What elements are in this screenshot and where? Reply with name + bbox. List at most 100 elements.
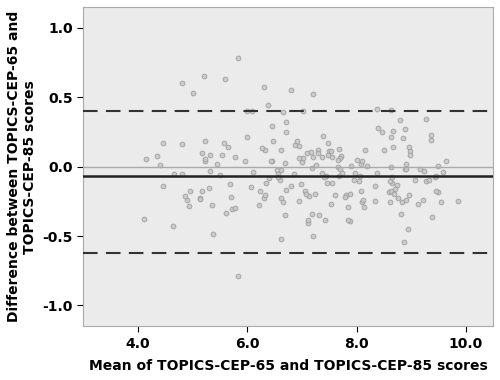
Point — [346, 191, 354, 197]
Point — [416, 166, 424, 172]
Point — [248, 108, 256, 114]
Point — [321, 217, 329, 223]
Point — [156, 162, 164, 168]
Point — [308, 165, 316, 171]
Point — [396, 117, 404, 123]
Point — [353, 157, 361, 163]
Point — [318, 170, 326, 176]
Point — [312, 162, 320, 168]
Point — [362, 163, 370, 169]
Point — [277, 147, 285, 153]
Point — [228, 206, 236, 212]
Point — [230, 154, 238, 160]
Point — [281, 212, 289, 218]
Point — [373, 170, 381, 176]
Point — [178, 141, 186, 147]
Point — [422, 178, 430, 184]
Point — [387, 188, 395, 194]
Point — [432, 188, 440, 194]
Point — [380, 147, 388, 153]
Point — [434, 163, 442, 169]
Point — [224, 144, 232, 150]
Point — [391, 185, 399, 192]
Point — [340, 194, 348, 200]
Point — [247, 184, 255, 190]
Point — [428, 137, 436, 143]
Point — [159, 140, 167, 146]
Point — [290, 142, 298, 148]
Point — [388, 174, 396, 180]
Point — [397, 211, 405, 217]
X-axis label: Mean of TOPICS-CEP-65 and TOPICS-CEP-85 scores: Mean of TOPICS-CEP-65 and TOPICS-CEP-85 … — [89, 359, 487, 373]
Point — [402, 126, 409, 132]
Point — [282, 119, 290, 125]
Point — [218, 152, 226, 158]
Point — [371, 198, 379, 204]
Point — [324, 139, 332, 146]
Point — [196, 196, 204, 202]
Point — [390, 128, 398, 134]
Point — [222, 210, 230, 216]
Point — [428, 214, 436, 220]
Point — [282, 129, 290, 135]
Point — [454, 198, 462, 204]
Point — [434, 190, 442, 196]
Point — [154, 153, 162, 159]
Point — [278, 195, 285, 201]
Point — [308, 211, 316, 217]
Point — [279, 199, 287, 205]
Point — [418, 196, 426, 203]
Point — [386, 164, 394, 170]
Point — [405, 192, 413, 198]
Point — [306, 193, 314, 200]
Point — [387, 134, 395, 140]
Point — [328, 154, 336, 160]
Point — [360, 204, 368, 210]
Point — [299, 155, 307, 161]
Point — [232, 205, 239, 211]
Point — [336, 155, 344, 162]
Point — [322, 173, 330, 179]
Point — [389, 144, 397, 150]
Point — [344, 204, 352, 210]
Point — [358, 161, 366, 167]
Point — [267, 158, 275, 164]
Point — [234, 55, 242, 61]
Point — [280, 109, 287, 115]
Point — [297, 181, 305, 187]
Y-axis label: Difference between TOPICS-CEP-65 and
TOPICS-CEP-85 scores: Difference between TOPICS-CEP-65 and TOP… — [7, 11, 37, 322]
Point — [261, 147, 269, 153]
Point — [208, 202, 216, 208]
Point — [274, 171, 281, 177]
Point — [182, 193, 190, 200]
Point — [314, 147, 322, 153]
Point — [374, 125, 382, 131]
Point — [295, 143, 303, 149]
Point — [243, 108, 251, 114]
Point — [412, 177, 420, 183]
Point — [318, 154, 326, 160]
Point — [427, 132, 435, 138]
Point — [268, 157, 276, 163]
Point — [200, 157, 208, 163]
Point — [315, 212, 323, 218]
Point — [222, 76, 230, 82]
Point — [386, 199, 394, 205]
Point — [198, 188, 206, 194]
Point — [178, 80, 186, 86]
Point — [420, 168, 428, 174]
Point — [406, 148, 414, 154]
Point — [404, 226, 412, 232]
Point — [388, 107, 396, 113]
Point — [331, 192, 339, 198]
Point — [304, 217, 312, 223]
Point — [319, 133, 327, 139]
Point — [360, 197, 368, 203]
Point — [295, 198, 303, 204]
Point — [405, 144, 413, 150]
Point — [241, 158, 249, 164]
Point — [386, 178, 394, 184]
Point — [264, 102, 272, 108]
Point — [437, 199, 445, 205]
Point — [255, 202, 263, 208]
